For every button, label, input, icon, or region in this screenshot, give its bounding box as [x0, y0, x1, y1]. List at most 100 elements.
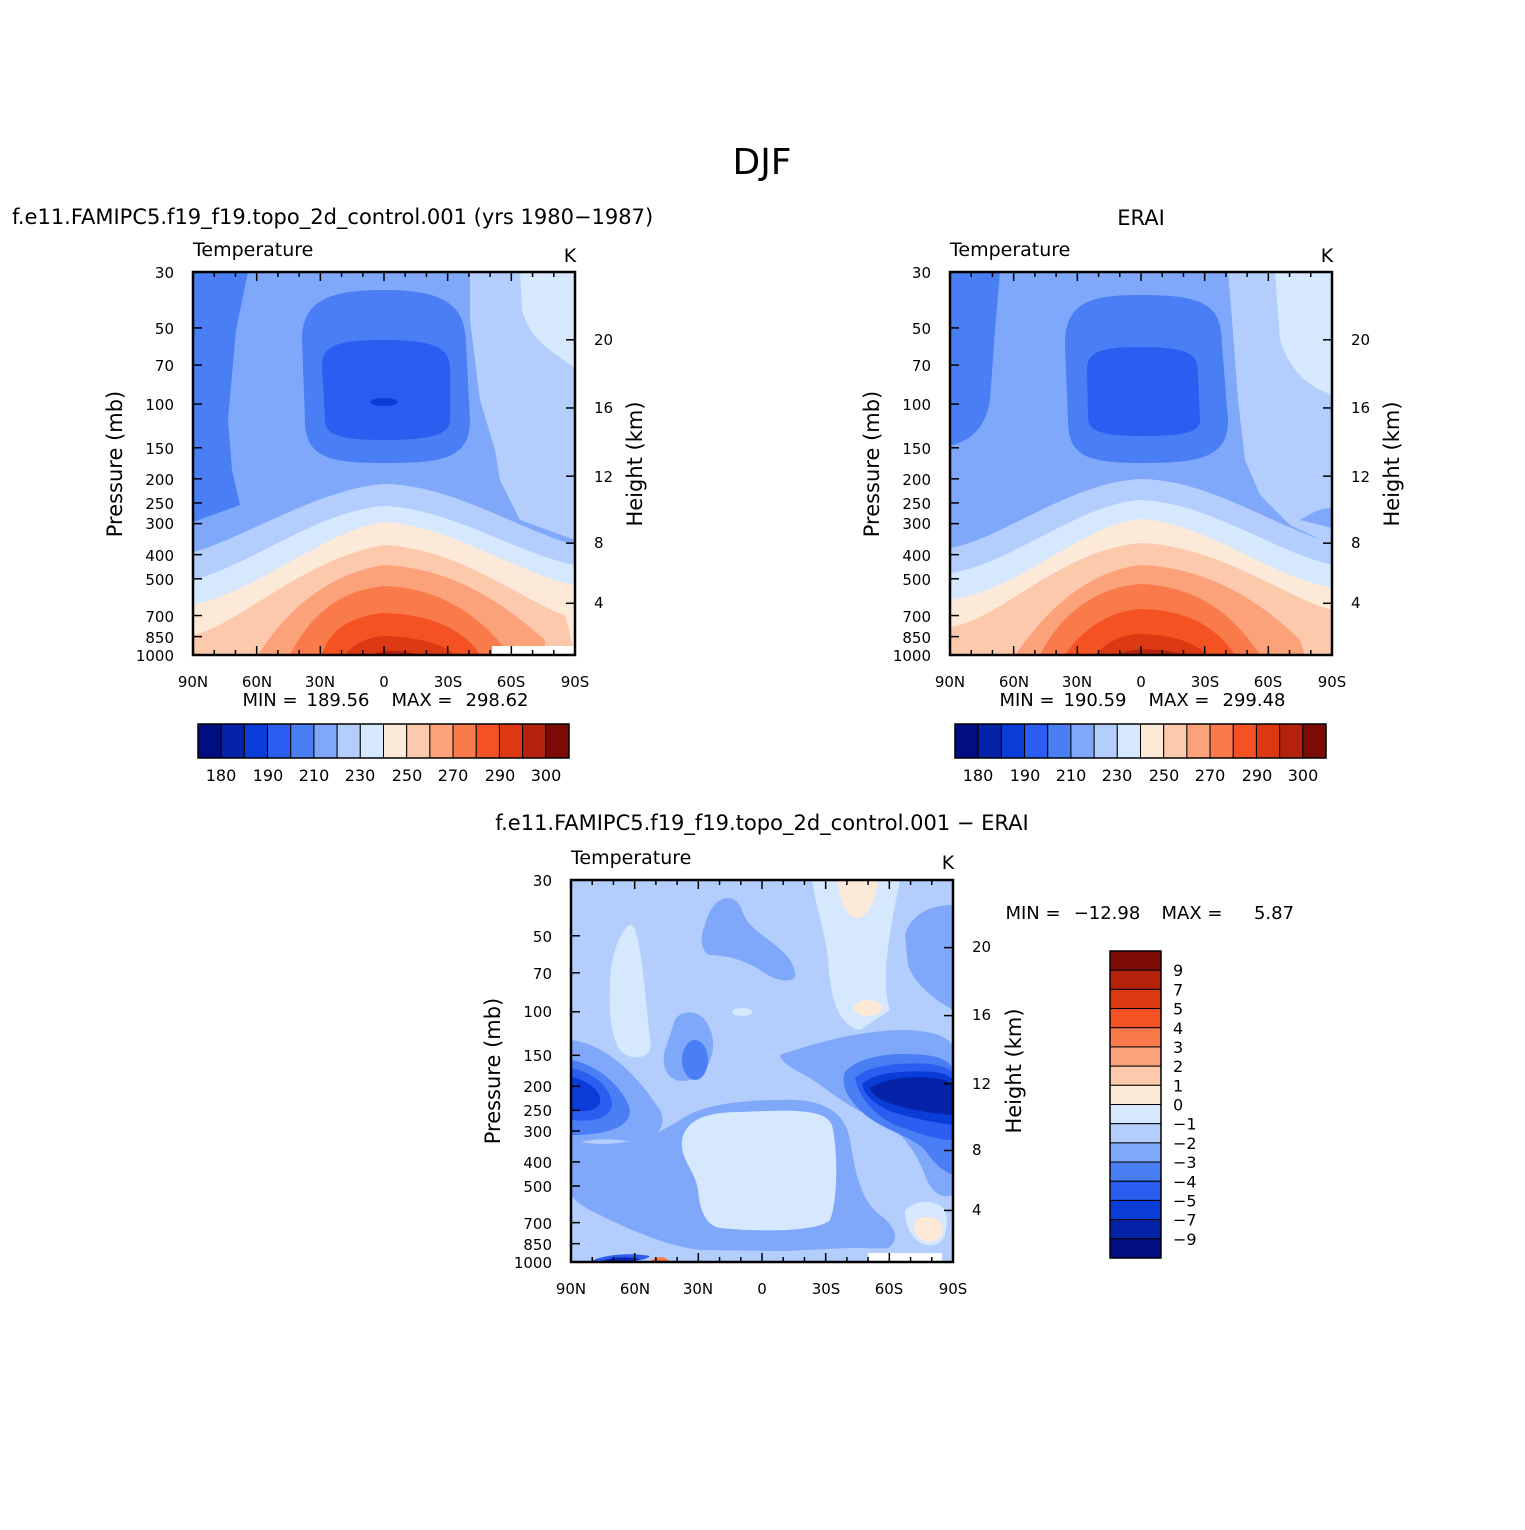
min-max-stats: MIN = −12.98 MAX = 5.87 — [1005, 903, 1294, 924]
y-tick-label: 100 — [145, 396, 174, 414]
y-tick-label: 1000 — [136, 647, 174, 665]
colorbar-label: 290 — [1242, 766, 1273, 785]
colorbar-swatch — [452, 723, 477, 759]
colorbar-swatch — [1000, 723, 1026, 759]
y-tick-label: 300 — [523, 1123, 552, 1141]
height-tick-label: 20 — [1351, 331, 1370, 349]
colorbar-label: 4 — [1173, 1019, 1183, 1038]
contour-band — [701, 898, 796, 981]
contour-band — [571, 1077, 601, 1112]
colorbar-label: 3 — [1173, 1038, 1183, 1057]
colorbar-label: 250 — [392, 766, 423, 785]
y-tick-label: 850 — [145, 629, 174, 647]
colorbar-label: 210 — [1056, 766, 1087, 785]
x-tick-label: 30S — [812, 1280, 841, 1298]
y-tick-label: 70 — [912, 357, 931, 375]
colorbar-swatch — [1109, 1238, 1162, 1259]
colorbar-swatch — [1109, 950, 1162, 971]
colorbar-swatches — [954, 723, 1327, 759]
right-tick-labels: 20 16 12 8 4 — [594, 331, 613, 612]
colorbar-label: 190 — [1010, 766, 1041, 785]
contour-band — [732, 1008, 752, 1016]
colorbar-swatch — [1255, 723, 1281, 759]
colorbar-swatch — [475, 723, 500, 759]
height-tick-label: 20 — [972, 938, 991, 956]
colorbar-swatch — [1109, 1046, 1162, 1067]
y-tick-label: 50 — [155, 320, 174, 338]
contour-field — [193, 272, 575, 655]
contour-band — [193, 272, 248, 522]
colorbar-swatch — [1047, 723, 1072, 759]
height-tick-label: 8 — [972, 1141, 982, 1159]
missing-data — [868, 1253, 942, 1262]
right-axis-label: Height (km) — [623, 401, 647, 526]
y-tick-labels: 30 50 70 100 150 200 250 300 400 500 700… — [893, 264, 931, 665]
colorbar-swatch — [1109, 969, 1162, 990]
contour-band — [1065, 609, 1235, 655]
height-tick-label: 20 — [594, 331, 613, 349]
contour-band — [1300, 508, 1332, 528]
colorbar-label: −4 — [1173, 1172, 1197, 1191]
y-tick-label: 700 — [902, 608, 931, 626]
colorbar-swatch — [1279, 723, 1304, 759]
colorbar-swatch — [498, 723, 524, 759]
colorbar-swatch — [1109, 1180, 1162, 1201]
units-label: K — [564, 245, 577, 267]
y-tick-label: 300 — [145, 515, 174, 533]
colorbar-swatch — [267, 723, 292, 759]
height-tick-label: 16 — [1351, 399, 1370, 417]
y-axis-label: Pressure (mb) — [103, 391, 127, 538]
colorbar-swatch — [1109, 1065, 1162, 1086]
contour-band — [345, 636, 455, 655]
colorbar-swatch — [1109, 1084, 1162, 1105]
colorbar-label: −3 — [1173, 1153, 1197, 1172]
contour-band — [838, 880, 878, 919]
right-tick-labels: 20 16 12 8 4 — [1351, 331, 1370, 612]
colorbar-label: 210 — [299, 766, 330, 785]
x-tick-label: 0 — [379, 673, 389, 691]
x-tick-label: 90S — [1318, 673, 1347, 691]
colorbar-swatches — [1109, 950, 1162, 1259]
missing-data — [492, 646, 575, 655]
height-tick-label: 4 — [972, 1201, 982, 1219]
colorbar-swatch — [1186, 723, 1211, 759]
panel-erai: ERAI Temperature K 30 50 — [860, 206, 1404, 785]
colorbar-swatch — [1163, 723, 1188, 759]
y-tick-label: 850 — [902, 629, 931, 647]
height-tick-label: 12 — [594, 468, 613, 486]
colorbar-label: 1 — [1173, 1076, 1183, 1095]
height-tick-label: 4 — [594, 594, 604, 612]
colorbar-swatch — [1109, 1123, 1162, 1144]
y-axis-label: Pressure (mb) — [860, 391, 884, 538]
colorbar-label: 180 — [963, 766, 994, 785]
colorbar-swatch — [1070, 723, 1095, 759]
colorbar-swatch — [1109, 1199, 1162, 1221]
colorbar-swatch — [1109, 1161, 1162, 1182]
min-value: −12.98 — [1074, 903, 1141, 924]
colorbar: 180 190 210 230 250 270 290 300 — [954, 723, 1327, 785]
y-tick-label: 400 — [523, 1154, 552, 1172]
colorbar-swatch — [1109, 1219, 1162, 1240]
right-axis-label: Height (km) — [1380, 401, 1404, 526]
colorbar-swatch — [1140, 723, 1165, 759]
x-tick-label: 30S — [1191, 673, 1220, 691]
colorbar-label: −5 — [1173, 1191, 1197, 1210]
height-tick-label: 12 — [1351, 468, 1370, 486]
y-tick-label: 250 — [902, 495, 931, 513]
y-tick-label: 850 — [523, 1236, 552, 1254]
colorbar-swatch — [1302, 723, 1327, 759]
colorbar-label: 270 — [438, 766, 469, 785]
contour-band — [812, 880, 900, 1030]
contour-field — [950, 272, 1332, 655]
x-tick-label: 30S — [434, 673, 463, 691]
colorbar-label: 190 — [253, 766, 284, 785]
colorbar-swatch — [1232, 723, 1257, 759]
y-tick-label: 500 — [523, 1178, 552, 1196]
axes-frame — [569, 878, 955, 1264]
colorbar-label: −9 — [1173, 1230, 1197, 1249]
contour-band — [1095, 634, 1208, 655]
colorbar-swatch — [220, 723, 245, 759]
y-tick-label: 150 — [902, 440, 931, 458]
y-tick-label: 200 — [902, 471, 931, 489]
colorbar-swatch — [1116, 723, 1141, 759]
